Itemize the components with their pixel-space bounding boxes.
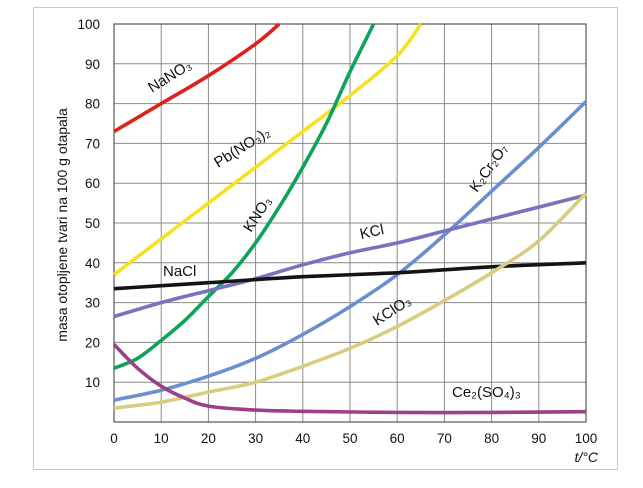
series-line-kcl xyxy=(113,193,587,319)
series-label-nacl: NaCl xyxy=(163,263,196,280)
y-tick-label: 70 xyxy=(85,136,100,151)
series-lines xyxy=(112,22,588,415)
x-axis-label: t/°C xyxy=(575,449,599,465)
x-tick-label: 60 xyxy=(390,431,405,446)
y-tick-label: 90 xyxy=(85,57,100,72)
y-axis-ticks: 10 20 30 40 50 60 70 80 90 100 xyxy=(77,17,100,390)
y-tick-label: 20 xyxy=(85,335,100,350)
y-tick-label: 80 xyxy=(85,97,100,112)
x-tick-label: 10 xyxy=(154,431,169,446)
series-line-ce2so43 xyxy=(112,343,587,415)
series-line-k2cr2o7 xyxy=(113,100,588,402)
series-line-kclo3 xyxy=(113,191,588,410)
series-line-nano3 xyxy=(113,22,281,134)
x-axis-ticks: 0 10 20 30 40 50 60 70 80 90 100 xyxy=(110,431,597,446)
x-tick-label: 70 xyxy=(437,431,452,446)
y-tick-label: 10 xyxy=(85,375,100,390)
y-axis-label: masa otopljene tvari na 100 g otapala xyxy=(54,108,70,342)
x-tick-label: 20 xyxy=(201,431,216,446)
series-label-ce2so43: Ce₂(SO₄)₃ xyxy=(452,384,521,401)
gridlines xyxy=(114,24,586,422)
series-label-kcl: KCl xyxy=(358,221,385,243)
x-tick-label: 40 xyxy=(295,431,310,446)
series-line-pbno32 xyxy=(112,22,423,277)
y-tick-label: 40 xyxy=(85,256,100,271)
plot-border xyxy=(113,23,587,423)
x-tick-label: 80 xyxy=(484,431,499,446)
x-tick-label: 0 xyxy=(110,431,118,446)
y-tick-label: 50 xyxy=(85,216,100,231)
x-tick-label: 50 xyxy=(342,431,357,446)
x-tick-label: 90 xyxy=(531,431,546,446)
y-tick-label: 30 xyxy=(85,296,100,311)
series-line-kno3 xyxy=(113,23,376,370)
y-tick-label: 100 xyxy=(77,17,100,32)
x-tick-label: 100 xyxy=(575,431,598,446)
x-tick-label: 30 xyxy=(248,431,263,446)
y-tick-label: 60 xyxy=(85,176,100,191)
